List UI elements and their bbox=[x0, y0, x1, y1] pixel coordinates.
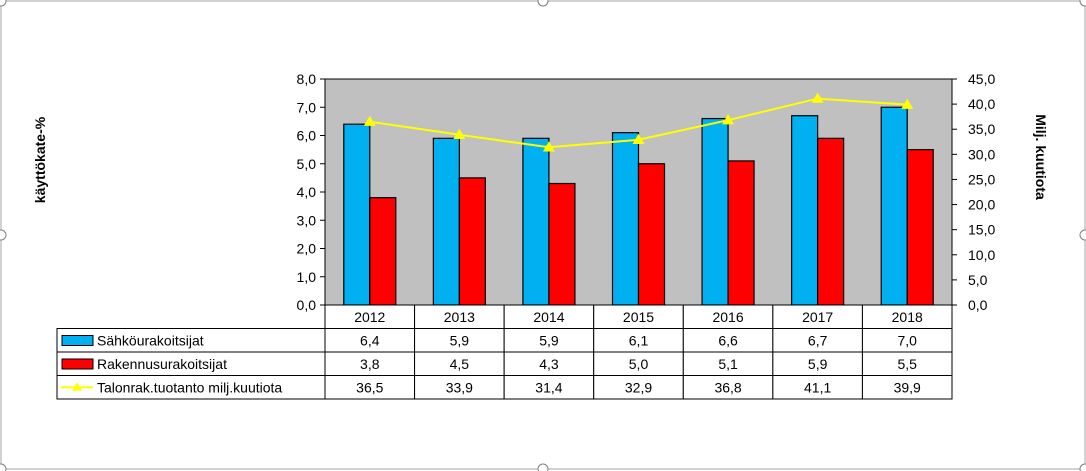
table-value-2-2018: 39,9 bbox=[894, 380, 921, 396]
point-talonrak-2016 bbox=[722, 114, 735, 125]
table-year-2018: 2018 bbox=[892, 309, 923, 325]
y2-tick-label: 35,0 bbox=[968, 121, 995, 137]
bar-sahko-2015 bbox=[611, 132, 640, 306]
table-value-1-2016: 5,1 bbox=[718, 356, 738, 372]
point-talonrak-2012 bbox=[363, 115, 376, 126]
table-value-0-2012: 6,4 bbox=[360, 333, 380, 349]
bar-rakennus-2016 bbox=[727, 160, 755, 306]
table-value-0-2018: 7,0 bbox=[897, 333, 917, 349]
bar-rakennus-2012 bbox=[369, 197, 397, 306]
bar-sahko-2016 bbox=[701, 117, 729, 306]
table-value-2-2012: 36,5 bbox=[356, 380, 383, 396]
table-value-1-2017: 5,9 bbox=[808, 356, 828, 372]
table-value-2-2015: 32,9 bbox=[625, 380, 652, 396]
legend-key-1 bbox=[61, 358, 94, 370]
resize-handle bbox=[1079, 0, 1086, 7]
y2-tick-label: 25,0 bbox=[968, 171, 995, 187]
legend-key-marker bbox=[72, 382, 82, 391]
point-talonrak-2017 bbox=[811, 92, 824, 103]
y-axis-title: käyttökate-% bbox=[32, 116, 48, 203]
resize-handle bbox=[0, 0, 7, 7]
legend-key-0 bbox=[61, 335, 94, 346]
y-tick-label: 1,0 bbox=[297, 269, 317, 285]
resize-handle bbox=[0, 229, 7, 241]
table-value-2-2013: 33,9 bbox=[446, 380, 473, 396]
y-tick-label: 5,0 bbox=[297, 156, 317, 172]
table-year-2016: 2016 bbox=[712, 309, 743, 325]
table-value-2-2016: 36,8 bbox=[714, 380, 741, 396]
table-value-0-2013: 5,9 bbox=[450, 333, 470, 349]
table-year-2012: 2012 bbox=[354, 309, 385, 325]
resize-handle bbox=[0, 463, 7, 471]
y-tick-label: 4,0 bbox=[297, 184, 317, 200]
point-talonrak-2014 bbox=[542, 141, 555, 152]
y2-tick-label: 5,0 bbox=[968, 272, 988, 288]
table-year-2014: 2014 bbox=[533, 309, 564, 325]
point-talonrak-2018 bbox=[901, 98, 914, 109]
y-tick-label: 2,0 bbox=[297, 241, 317, 257]
y-tick-label: 8,0 bbox=[297, 71, 317, 87]
legend-label-2: Talonrak.tuotanto milj.kuutiota bbox=[97, 380, 282, 396]
point-talonrak-2015 bbox=[632, 133, 645, 144]
table-cell bbox=[861, 375, 953, 400]
resize-handle bbox=[537, 0, 549, 7]
bar-sahko-2014 bbox=[522, 137, 550, 306]
table-year-2015: 2015 bbox=[623, 309, 654, 325]
table-value-0-2017: 6,7 bbox=[808, 333, 828, 349]
table-value-1-2018: 5,5 bbox=[897, 356, 917, 372]
table-value-0-2015: 6,1 bbox=[629, 333, 649, 349]
y2-tick-label: 30,0 bbox=[968, 146, 995, 162]
y-tick-label: 3,0 bbox=[297, 212, 317, 228]
y2-tick-label: 45,0 bbox=[968, 71, 995, 87]
bar-rakennus-2018 bbox=[906, 149, 934, 306]
y-tick-label: 0,0 bbox=[297, 297, 317, 313]
resize-handle bbox=[1079, 229, 1086, 241]
point-talonrak-2013 bbox=[453, 128, 466, 139]
y2-axis-title: Milj. kuutiota bbox=[1033, 114, 1049, 200]
bar-sahko-2017 bbox=[791, 115, 819, 306]
table-value-0-2014: 5,9 bbox=[539, 333, 559, 349]
resize-handle bbox=[1079, 463, 1086, 471]
y2-tick-label: 20,0 bbox=[968, 197, 995, 213]
bar-rakennus-2017 bbox=[817, 137, 845, 306]
table-year-2017: 2017 bbox=[802, 309, 833, 325]
bar-rakennus-2013 bbox=[458, 177, 486, 306]
table-value-1-2012: 3,8 bbox=[360, 356, 380, 372]
table-value-1-2013: 4,5 bbox=[450, 356, 470, 372]
table-value-2-2017: 41,1 bbox=[804, 380, 831, 396]
bar-rakennus-2015 bbox=[637, 163, 666, 306]
y2-tick-label: 0,0 bbox=[968, 297, 988, 313]
bar-rakennus-2014 bbox=[548, 182, 576, 306]
legend-label-1: Rakennusurakoitsijat bbox=[97, 356, 227, 372]
table-value-2-2014: 31,4 bbox=[535, 380, 562, 396]
bar-sahko-2012 bbox=[343, 123, 371, 306]
bar-sahko-2013 bbox=[432, 137, 460, 306]
legend-label-0: Sähköurakoitsijat bbox=[97, 333, 204, 349]
y-tick-label: 7,0 bbox=[297, 99, 317, 115]
y2-tick-label: 15,0 bbox=[968, 222, 995, 238]
y2-tick-label: 10,0 bbox=[968, 247, 995, 263]
bar-sahko-2018 bbox=[880, 106, 908, 306]
y-tick-label: 6,0 bbox=[297, 128, 317, 144]
table-value-1-2015: 5,0 bbox=[629, 356, 649, 372]
y2-tick-label: 40,0 bbox=[968, 96, 995, 112]
table-value-1-2014: 4,3 bbox=[539, 356, 559, 372]
resize-handle bbox=[537, 463, 549, 471]
table-year-2013: 2013 bbox=[444, 309, 475, 325]
table-value-0-2016: 6,6 bbox=[718, 333, 738, 349]
